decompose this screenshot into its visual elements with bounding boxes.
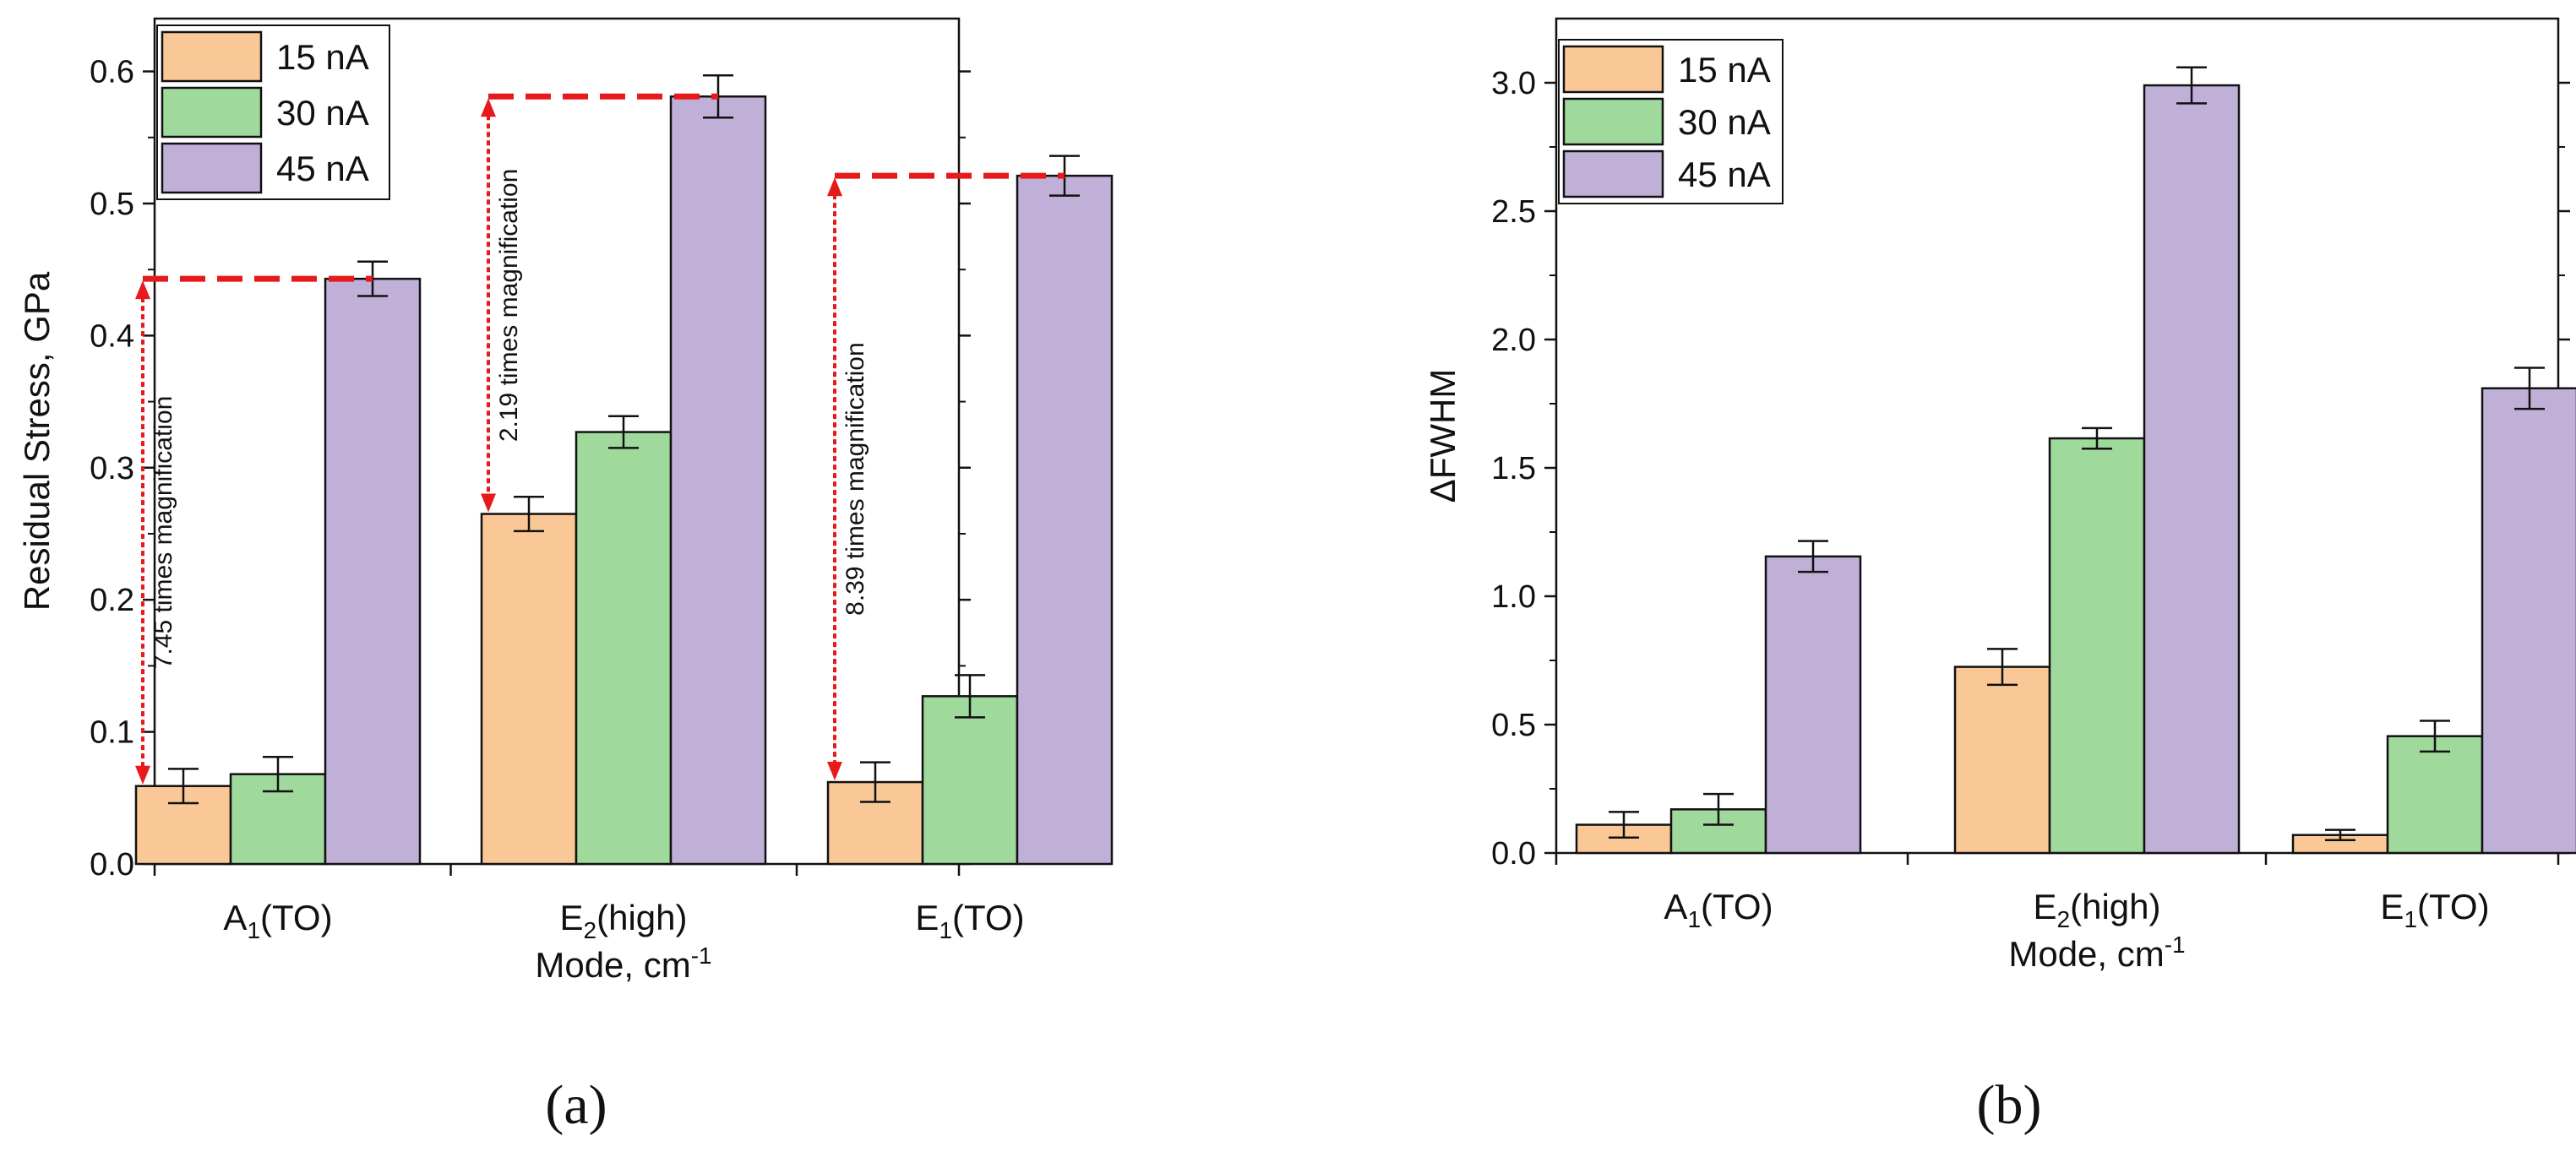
- legend: 15 nA 30 nA 45 nA: [1558, 39, 1784, 204]
- annotation-arrow-head-down: [135, 765, 150, 785]
- legend-swatch: [1562, 97, 1664, 146]
- category-sub: 1: [2404, 906, 2417, 932]
- category-main: E: [2380, 887, 2404, 926]
- x-axis-label-sup: -1: [691, 943, 712, 969]
- y-tick-label: 2.0: [1491, 323, 1536, 358]
- legend-label: 15 nA: [276, 37, 369, 77]
- y-axis-label: Residual Stress, GPa: [17, 271, 57, 611]
- legend-label: 30 nA: [276, 93, 369, 133]
- category-rest: (high): [596, 898, 687, 937]
- category-rest: (TO): [2417, 887, 2490, 926]
- category-rest: (high): [2070, 887, 2160, 926]
- y-tick-label: 0.5: [1491, 708, 1536, 743]
- y-axis-label: ΔFWHM: [1423, 369, 1462, 503]
- y-tick-label: 1.0: [1491, 579, 1536, 615]
- panel-label: (b): [1977, 1074, 2042, 1136]
- x-axis-label-main: Mode, cm: [535, 945, 690, 985]
- annotation-arrow-head-down: [827, 762, 842, 781]
- legend-swatch: [161, 86, 263, 139]
- bar: [2386, 735, 2484, 855]
- legend-swatch: [161, 30, 263, 83]
- category-main: E: [2034, 887, 2057, 926]
- category-sub: 1: [939, 917, 952, 943]
- legend: 15 nA 30 nA 45 nA: [156, 24, 390, 200]
- category-sub: 2: [584, 917, 597, 943]
- y-tick-label: 0.2: [90, 583, 134, 618]
- x-category-label: E1(TO): [915, 898, 1024, 943]
- bar: [2048, 437, 2146, 855]
- magnification-annotation: 2.19 times magnification: [481, 93, 718, 513]
- annotation-label: 7.45 times magnification: [150, 396, 177, 670]
- annotation-arrow-head-up: [135, 280, 150, 300]
- bar: [669, 95, 767, 866]
- x-category-label: A1(TO): [1664, 887, 1773, 932]
- category-rest: (TO): [952, 898, 1025, 937]
- x-category-label: A1(TO): [223, 898, 332, 943]
- y-tick-label: 0.0: [90, 847, 134, 883]
- panel-label: (a): [545, 1074, 607, 1136]
- category-sub: 1: [1687, 906, 1701, 932]
- annotation-label: 2.19 times magnification: [495, 169, 523, 443]
- y-tick-label: 0.1: [90, 715, 134, 751]
- x-category-label: E1(TO): [2380, 887, 2489, 932]
- legend-label: 15 nA: [1678, 50, 1771, 90]
- y-tick-label: 1.5: [1491, 451, 1536, 486]
- y-tick-label: 0.5: [90, 187, 134, 222]
- x-axis-label: Mode, cm-1: [535, 943, 711, 985]
- y-tick-label: 0.3: [90, 451, 134, 486]
- bar: [1953, 665, 2051, 855]
- y-tick-label: 0.0: [1491, 836, 1536, 872]
- y-tick-label: 0.6: [90, 55, 134, 90]
- bar: [480, 513, 578, 866]
- y-tick-label: 2.5: [1491, 194, 1536, 230]
- category-rest: (TO): [260, 898, 333, 937]
- legend-swatch: [161, 142, 263, 194]
- magnification-annotation: 7.45 times magnification: [135, 275, 373, 785]
- y-tick-label: 3.0: [1491, 66, 1536, 101]
- category-main: E: [560, 898, 584, 937]
- category-sub: 2: [2057, 906, 2071, 932]
- x-category-label: E2(high): [560, 898, 688, 943]
- annotation-arrow-head-up: [827, 177, 842, 197]
- legend-label: 45 nA: [1678, 155, 1771, 194]
- chart-panel-a: 0.0 0.1 0.2 0.3 0.4 0.5 0.6 Residual Stress, GP…: [17, 17, 1114, 1136]
- legend-swatch: [1562, 45, 1664, 94]
- annotation-arrow-head-up: [481, 98, 496, 117]
- x-axis-label-sup: -1: [2165, 932, 2186, 958]
- bar: [2143, 84, 2241, 855]
- category-main: A: [1664, 887, 1687, 926]
- legend-label: 30 nA: [1678, 102, 1771, 142]
- category-main: A: [223, 898, 247, 937]
- y-tick-label: 0.4: [90, 318, 134, 354]
- category-rest: (TO): [1701, 887, 1773, 926]
- annotation-arrow-head-down: [481, 493, 496, 513]
- category-main: E: [915, 898, 939, 937]
- bar: [575, 431, 673, 866]
- annotation-label: 8.39 times magnification: [841, 342, 869, 616]
- bar: [2481, 387, 2576, 855]
- legend-label: 45 nA: [276, 149, 369, 188]
- x-axis-label-main: Mode, cm: [2008, 934, 2164, 974]
- x-axis-label: Mode, cm-1: [2008, 932, 2185, 974]
- bar: [1016, 174, 1114, 866]
- legend-swatch: [1562, 149, 1664, 198]
- bar: [324, 277, 422, 866]
- bar: [1764, 555, 1862, 855]
- bar: [921, 695, 1019, 866]
- x-category-label: E2(high): [2034, 887, 2161, 932]
- category-sub: 1: [247, 917, 260, 943]
- bar: [229, 773, 327, 866]
- magnification-annotation: 8.39 times magnification: [827, 172, 1065, 781]
